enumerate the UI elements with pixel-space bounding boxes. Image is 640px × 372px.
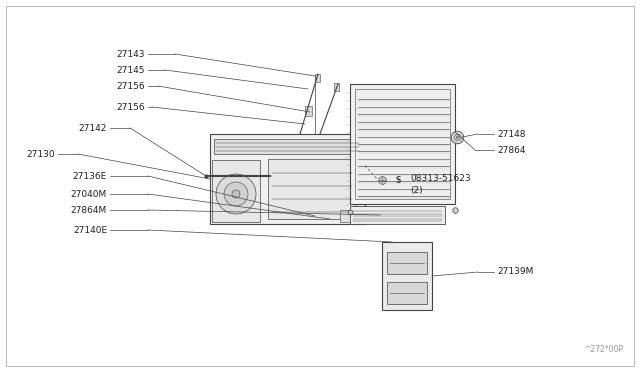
Circle shape <box>232 190 240 198</box>
Text: 27864M: 27864M <box>71 205 107 215</box>
Text: 27040M: 27040M <box>71 189 107 199</box>
Text: 27136E: 27136E <box>73 171 107 180</box>
Text: (2): (2) <box>410 186 422 195</box>
Circle shape <box>216 174 256 214</box>
Bar <box>305 106 312 116</box>
Bar <box>355 89 450 199</box>
Bar <box>340 210 358 222</box>
Circle shape <box>224 182 248 206</box>
Text: 27142: 27142 <box>79 124 107 132</box>
Bar <box>387 282 427 304</box>
Text: 27139M: 27139M <box>497 267 533 276</box>
Bar <box>334 83 339 91</box>
Bar <box>315 74 320 82</box>
Bar <box>387 252 427 274</box>
Bar <box>212 160 260 222</box>
Text: 27130: 27130 <box>26 150 55 158</box>
Circle shape <box>391 173 405 187</box>
Bar <box>214 139 361 154</box>
Text: 27145: 27145 <box>116 65 145 74</box>
Bar <box>268 159 356 219</box>
Text: 27148: 27148 <box>497 129 525 138</box>
Text: S: S <box>396 176 401 185</box>
Text: 27156: 27156 <box>116 81 145 90</box>
Bar <box>382 242 432 310</box>
Text: 27140E: 27140E <box>73 225 107 234</box>
Text: 27143: 27143 <box>116 49 145 58</box>
Text: 27864: 27864 <box>497 145 525 154</box>
Text: 27156: 27156 <box>116 103 145 112</box>
Bar <box>210 134 365 224</box>
Bar <box>350 206 445 224</box>
Bar <box>350 84 455 204</box>
Text: ^272*00P.: ^272*00P. <box>584 345 624 354</box>
Text: 08313-51623: 08313-51623 <box>410 173 470 183</box>
